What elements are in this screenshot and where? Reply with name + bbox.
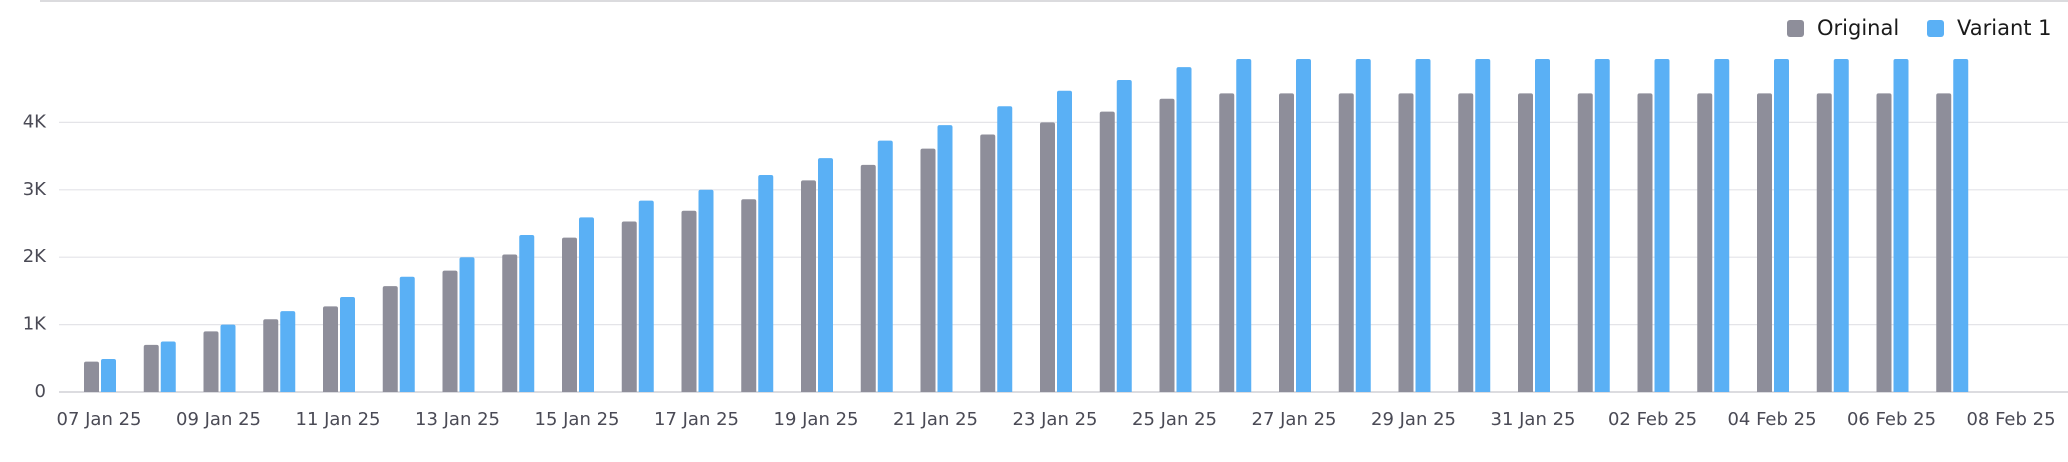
bar — [101, 358, 116, 392]
bar — [203, 331, 219, 392]
bar — [1953, 59, 1969, 392]
bar — [818, 158, 833, 392]
x-tick-label: 04 Feb 25 — [1727, 409, 1816, 430]
bar — [1338, 93, 1354, 392]
y-tick-label: 3K — [23, 179, 47, 200]
x-tick-label: 27 Jan 25 — [1252, 409, 1337, 430]
legend-swatch — [1787, 20, 1804, 37]
x-tick-label: 29 Jan 25 — [1371, 409, 1456, 430]
bar — [1757, 93, 1772, 392]
x-tick-label: 21 Jan 25 — [893, 409, 978, 430]
bar — [1279, 93, 1294, 392]
y-tick-label: 0 — [35, 381, 46, 402]
bar — [1833, 59, 1849, 392]
bar — [160, 341, 176, 392]
bar — [997, 106, 1013, 392]
bar — [1518, 93, 1533, 392]
bar — [1099, 111, 1115, 392]
bar — [1475, 59, 1491, 392]
bar — [698, 189, 714, 392]
bar — [1774, 59, 1789, 392]
x-tick-label: 08 Feb 25 — [1966, 409, 2055, 430]
bar — [1816, 93, 1832, 392]
x-tick-label: 23 Jan 25 — [1013, 409, 1098, 430]
bar — [143, 344, 159, 392]
x-tick-label: 11 Jan 25 — [296, 409, 381, 430]
bar — [1159, 98, 1175, 392]
bar — [1577, 93, 1593, 392]
bar — [1116, 79, 1132, 393]
bar — [442, 270, 458, 392]
bar — [1458, 93, 1474, 392]
bar — [1296, 59, 1311, 392]
legend-label: Original — [1817, 16, 1899, 40]
legend-label: Variant 1 — [1957, 16, 2052, 40]
bar — [1936, 93, 1952, 392]
x-tick-label: 17 Jan 25 — [654, 409, 739, 430]
bar — [562, 237, 577, 392]
bar — [1594, 59, 1610, 392]
bar — [877, 140, 893, 392]
bar — [519, 234, 535, 392]
bar — [860, 164, 876, 392]
bar — [1355, 59, 1371, 392]
y-tick-label: 1K — [23, 314, 47, 335]
bar — [323, 306, 338, 392]
bar — [741, 199, 757, 392]
bar — [638, 200, 654, 392]
x-tick-label: 07 Jan 25 — [57, 409, 142, 430]
bar — [980, 134, 996, 393]
bar — [502, 254, 518, 392]
bar — [1176, 67, 1192, 392]
bar — [1236, 59, 1252, 392]
x-tick-label: 09 Jan 25 — [176, 409, 261, 430]
bar — [1535, 59, 1550, 392]
bar — [1040, 122, 1055, 393]
bar — [621, 221, 637, 392]
x-tick-label: 31 Jan 25 — [1491, 409, 1576, 430]
bar — [220, 324, 236, 392]
bar — [681, 210, 697, 392]
bar — [1876, 93, 1892, 392]
bar — [399, 276, 415, 392]
bar — [263, 319, 279, 392]
bar — [1637, 93, 1653, 392]
bar — [1654, 59, 1670, 392]
bar — [1219, 93, 1235, 392]
bar — [1398, 93, 1414, 392]
bar — [1415, 59, 1431, 392]
bar — [84, 361, 99, 392]
x-tick-label: 02 Feb 25 — [1608, 409, 1697, 430]
x-tick-label: 15 Jan 25 — [535, 409, 620, 430]
bar — [920, 148, 936, 392]
x-tick-label: 06 Feb 25 — [1847, 409, 1936, 430]
bar — [280, 311, 296, 392]
bar — [801, 180, 816, 392]
x-tick-label: 25 Jan 25 — [1132, 409, 1217, 430]
x-tick-label: 19 Jan 25 — [774, 409, 859, 430]
legend-swatch — [1927, 20, 1944, 37]
y-tick-label: 4K — [23, 111, 47, 132]
bar — [1714, 59, 1730, 392]
bar — [758, 174, 774, 392]
bar — [1057, 90, 1072, 393]
y-tick-label: 2K — [23, 246, 47, 267]
bar — [340, 296, 355, 392]
bar — [459, 257, 475, 392]
bar — [579, 217, 594, 392]
bar — [1893, 59, 1909, 392]
x-tick-label: 13 Jan 25 — [415, 409, 500, 430]
bar — [382, 286, 398, 392]
bar — [1697, 93, 1713, 392]
bar — [937, 125, 953, 392]
